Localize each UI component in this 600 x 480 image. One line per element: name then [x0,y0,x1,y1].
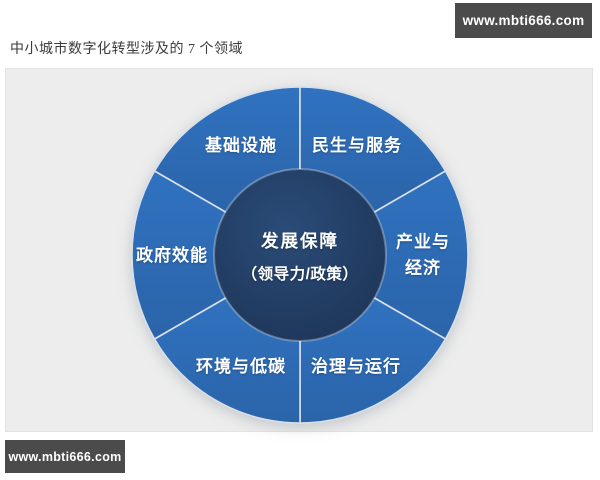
watermark-top: www.mbti666.com [455,3,592,38]
segment-label-governance-operation: 治理与运行 [311,356,401,376]
center-label-line1: 发展保障 [261,231,339,251]
center-circle [213,168,387,342]
ring-segments [131,86,469,424]
watermark-top-text: www.mbti666.com [462,13,585,28]
page-title: 中小城市数字化转型涉及的 7 个领域 [10,42,243,57]
segment-label-livelihood-services: 民生与服务 [312,135,402,155]
segment-label-government-efficiency: 政府效能 [136,245,208,265]
segment-label-industry-economy-line2: 经济 [405,259,441,278]
watermark-bottom: www.mbti666.com [5,440,125,473]
center-label-line2: （领导力/政策） [241,266,359,283]
center-label: 发展保障 （领导力/政策） [242,228,359,284]
segment-label-industry-economy: 产业与 经济 [396,230,450,283]
watermark-bottom-text: www.mbti666.com [8,449,122,464]
segment-label-industry-economy-line1: 产业与 [396,232,450,252]
segment-label-environment-lowcarbon: 环境与低碳 [196,356,286,376]
wheel-diagram [131,86,469,424]
segment-label-infrastructure: 基础设施 [205,135,277,155]
